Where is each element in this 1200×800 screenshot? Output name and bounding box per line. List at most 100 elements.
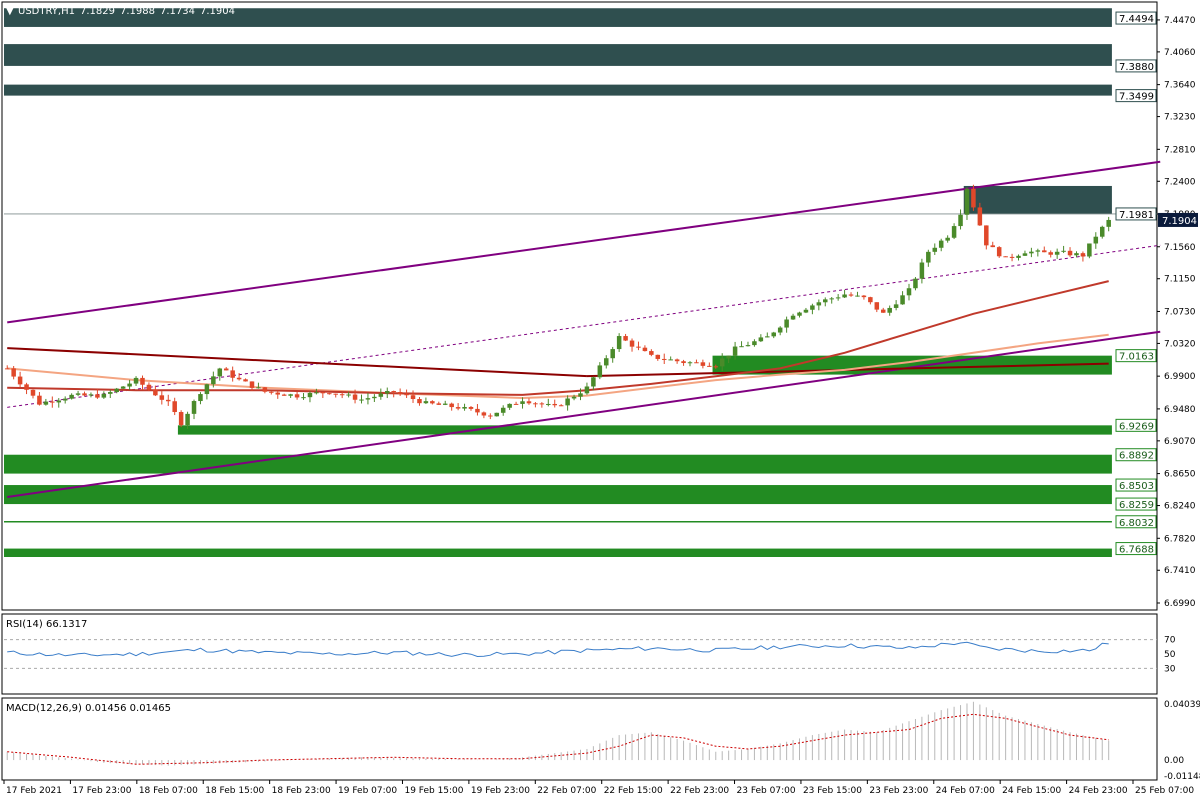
candle-bull <box>597 365 603 378</box>
candle-bear <box>861 295 867 298</box>
candle-bear <box>990 245 996 248</box>
candle-bear <box>95 394 100 398</box>
price-tick-label-16: 6.7820 <box>1164 534 1196 544</box>
level-label-2: 7.3499 <box>1119 92 1154 103</box>
price-pane[interactable]: 7.4470 7.4060 7.3640 7.3230 7.2810 7.2400 7.19… <box>1 1 1198 611</box>
time-tick-label-14: 24 Feb 07:00 <box>936 786 995 796</box>
candle-bull <box>1022 253 1028 256</box>
candle-bull <box>307 392 313 398</box>
support-zone-8 <box>4 548 1112 557</box>
rsi-pane[interactable]: RSI(14) 66.1317 70 50 30 <box>1 613 1176 695</box>
candle-bull <box>668 359 673 361</box>
header-arrow-icon[interactable]: ▼ <box>6 6 14 17</box>
price-pane-border <box>1 1 1158 611</box>
candle-bull <box>687 362 693 364</box>
time-tick-label-6: 19 Feb 15:00 <box>404 786 463 796</box>
time-tick-label-3: 18 Feb 15:00 <box>205 786 264 796</box>
candle-bear <box>4 368 10 370</box>
candle-bull <box>1093 236 1099 244</box>
candle-bear <box>37 395 42 405</box>
rsi-tick-label-2: 30 <box>1164 664 1176 674</box>
candle-bull <box>938 240 944 248</box>
candle-bear <box>294 394 300 398</box>
candle-bull <box>810 305 815 310</box>
candle-bull <box>1061 250 1066 252</box>
candle-bear <box>636 346 641 348</box>
candle-bear <box>30 389 36 396</box>
level-label-9: 6.8032 <box>1119 518 1154 529</box>
candle-bull <box>62 398 68 401</box>
candle-bear <box>488 415 493 417</box>
candle-bull <box>887 307 892 313</box>
level-label-box-0 <box>1115 11 1157 25</box>
time-tick-label-17: 25 Feb 07:00 <box>1135 786 1194 796</box>
candle-bear <box>655 354 661 359</box>
macd-pane[interactable]: MACD(12,26,9) 0.01456 0.01465 0.040390.0… <box>1 697 1200 782</box>
macd-tick-label-2: -0.01148 <box>1164 772 1200 782</box>
candle-bull <box>359 399 364 401</box>
price-tick-label-5: 7.2400 <box>1164 177 1196 187</box>
candle-bear <box>558 405 564 407</box>
candle-bear <box>977 207 983 226</box>
channel-line-2 <box>7 244 1161 408</box>
candlesticks <box>4 184 1111 429</box>
candle-bear <box>623 336 628 341</box>
price-tick-label-3: 7.3230 <box>1164 113 1196 123</box>
candle-bull <box>758 337 764 342</box>
candle-bull <box>604 358 609 366</box>
candle-bear <box>146 384 152 390</box>
long-ma-line-3 <box>7 347 587 378</box>
header-high: 7.1988 <box>120 6 155 17</box>
candle-bull <box>507 403 512 408</box>
candle-bear <box>339 394 345 396</box>
candle-bear <box>249 381 255 388</box>
candle-bull <box>842 294 847 298</box>
time-tick-label-12: 23 Feb 15:00 <box>803 786 862 796</box>
time-tick-label-4: 18 Feb 23:00 <box>272 786 331 796</box>
candle-bull <box>1106 219 1111 227</box>
level-label-box-9 <box>1115 515 1157 529</box>
candle-bear <box>481 412 487 416</box>
candle-bull <box>385 391 390 394</box>
support-zone-5 <box>177 425 1112 435</box>
candle-bear <box>1048 252 1053 255</box>
candle-bull <box>616 336 622 350</box>
candle-bear <box>436 403 442 405</box>
level-label-box-10 <box>1115 542 1157 556</box>
candle-bear <box>410 395 416 400</box>
resistance-zone-1 <box>4 44 1112 66</box>
rsi-indicator: 70 50 30 <box>4 636 1176 674</box>
candle-bull <box>784 319 789 328</box>
candle-bear <box>1042 250 1047 253</box>
candle-bear <box>391 391 396 393</box>
candle-bull <box>108 392 113 394</box>
price-tick-label-17: 6.7410 <box>1164 566 1196 576</box>
candle-bear <box>153 389 158 396</box>
candle-bull <box>893 304 899 308</box>
candle-bull <box>1054 251 1060 255</box>
price-tick-label-4: 7.2810 <box>1164 145 1196 155</box>
candle-bull <box>462 406 467 409</box>
price-tick-label-18: 6.6990 <box>1164 599 1196 609</box>
candle-bull <box>745 345 751 347</box>
candle-bull <box>900 295 905 305</box>
candle-bear <box>275 392 281 395</box>
candle-bull <box>777 327 783 333</box>
candle-bull <box>610 349 615 359</box>
candle-bull <box>829 298 834 300</box>
candle-bear <box>513 403 519 405</box>
header-open: 7.1829 <box>80 6 115 17</box>
candle-bull <box>906 288 912 296</box>
price-tick-label-13: 6.9070 <box>1164 437 1196 447</box>
macd-title: MACD(12,26,9) 0.01456 0.01465 <box>6 703 171 714</box>
candle-bear <box>475 408 480 413</box>
price-tick-label-1: 7.4060 <box>1164 48 1196 58</box>
level-label-box-6 <box>1115 448 1157 462</box>
time-tick-label-0: 17 Feb 2021 <box>6 786 62 796</box>
candle-bull <box>288 394 293 396</box>
channel-line-1 <box>7 330 1161 498</box>
candle-bear <box>404 393 409 396</box>
candle-bear <box>1080 253 1086 257</box>
